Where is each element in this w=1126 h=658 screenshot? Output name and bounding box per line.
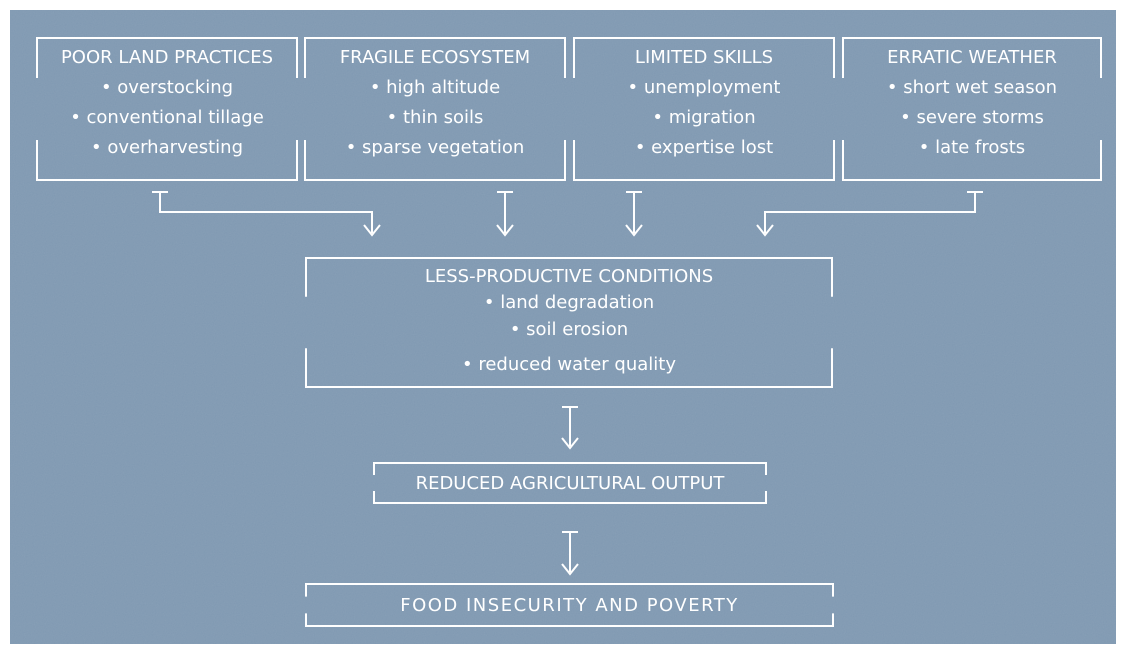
node-item: • migration: [652, 107, 755, 128]
node-title: LESS-PRODUCTIVE CONDITIONS: [425, 266, 713, 287]
texture: [10, 10, 1116, 644]
node-item: • severe storms: [900, 107, 1044, 128]
node-item: • overharvesting: [91, 137, 243, 158]
node-title: ERRATIC WEATHER: [887, 47, 1057, 68]
node-title: REDUCED AGRICULTURAL OUTPUT: [416, 473, 726, 494]
node-frame: [304, 37, 566, 181]
node-frame: [842, 37, 1102, 181]
arrows: [152, 191, 983, 576]
node-frame: [305, 257, 833, 388]
node-frame: [573, 37, 835, 181]
node-item: • late frosts: [919, 137, 1025, 158]
node-title: POOR LAND PRACTICES: [61, 47, 273, 68]
node-item: • unemployment: [628, 77, 781, 98]
node-frame: [305, 583, 834, 627]
node-item: • soil erosion: [510, 319, 628, 340]
node-title: FRAGILE ECOSYSTEM: [340, 47, 530, 68]
node-item: • sparse vegetation: [346, 137, 525, 158]
node-item: • high altitude: [370, 77, 500, 98]
node-item: • land degradation: [484, 292, 654, 313]
node-item: • expertise lost: [635, 137, 773, 158]
node-item: • short wet season: [887, 77, 1057, 98]
node-frame: [36, 37, 298, 181]
node-title: FOOD INSECURITY AND POVERTY: [400, 595, 739, 616]
node-item: • conventional tillage: [70, 107, 264, 128]
node-title: LIMITED SKILLS: [635, 47, 773, 68]
node-frame: [373, 462, 767, 504]
node-item: • reduced water quality: [462, 354, 676, 375]
node-item: • overstocking: [101, 77, 233, 98]
node-item: • thin soils: [387, 107, 484, 128]
